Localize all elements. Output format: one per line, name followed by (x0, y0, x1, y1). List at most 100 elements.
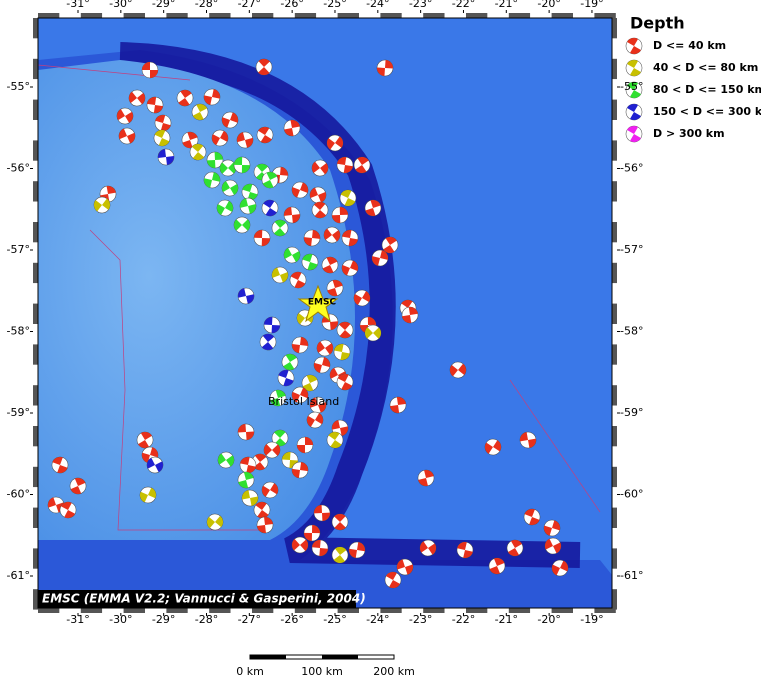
ball-q (304, 237, 312, 246)
border-seg (594, 608, 616, 613)
ball-q (340, 190, 352, 198)
lon-label: -25° (323, 613, 346, 626)
ball-q (340, 352, 350, 360)
beachball (364, 199, 382, 217)
ball-q (630, 46, 641, 54)
ball-q (493, 440, 501, 452)
ball-q (147, 457, 155, 469)
border-seg (33, 38, 38, 59)
border-seg (294, 608, 317, 613)
beachball (253, 501, 271, 519)
ball-q (64, 510, 76, 518)
ball-q (365, 208, 376, 216)
ball-q (272, 267, 280, 278)
beachball (261, 481, 279, 499)
boundary (37, 64, 601, 531)
beachball (221, 179, 239, 197)
lon-label: -22° (452, 0, 475, 10)
border-seg (33, 99, 38, 120)
lat-label: -61° (620, 569, 643, 582)
ball-q (234, 157, 243, 165)
border-seg (33, 487, 38, 508)
beachball (543, 519, 561, 537)
border-seg (187, 13, 210, 18)
ball-q (292, 539, 300, 551)
ball-q (313, 202, 326, 210)
ball-q (187, 132, 198, 140)
ball-q (300, 182, 308, 193)
ball-q (367, 317, 376, 325)
ball-q (264, 317, 273, 325)
ball-q (508, 548, 519, 556)
ball-q (317, 341, 325, 353)
beachball (341, 229, 359, 247)
ball-q (383, 245, 395, 253)
ball-q (312, 161, 320, 173)
ball-q (207, 160, 216, 168)
beachball (296, 436, 314, 454)
border-seg (123, 608, 145, 613)
border-seg (33, 364, 38, 386)
ball-q (270, 483, 278, 495)
border-seg (487, 13, 509, 18)
ball-q (265, 208, 277, 216)
beachball (259, 333, 277, 351)
beachball (211, 129, 229, 147)
border-seg (209, 608, 231, 613)
ball-q (314, 505, 322, 514)
beachball (128, 89, 146, 107)
ball-q (155, 461, 163, 473)
ball-q (630, 112, 641, 120)
ball-q (292, 187, 300, 198)
lat-label: -55° (7, 80, 30, 93)
ball-q (182, 140, 193, 148)
ball-q (217, 204, 225, 215)
border-seg (316, 608, 338, 613)
border-seg (612, 426, 617, 447)
lon-label: -27° (238, 613, 261, 626)
border-seg (59, 13, 81, 18)
lon-label: -20° (537, 613, 560, 626)
border-seg (33, 58, 38, 80)
scale-label: 0 km (236, 665, 264, 677)
ball-q (234, 219, 242, 231)
beachball (283, 246, 301, 264)
border-seg (33, 79, 38, 100)
ball-q (339, 330, 351, 338)
beachball (625, 103, 643, 121)
beachball (419, 539, 437, 557)
ball-q (248, 204, 256, 214)
lat-label: -55° (620, 80, 643, 93)
ball-q (246, 431, 254, 440)
border-seg (401, 13, 424, 18)
beachball (146, 456, 164, 474)
beachball (281, 353, 299, 371)
ball-q (485, 442, 493, 454)
border-seg (33, 201, 38, 222)
ball-q (250, 496, 258, 506)
border-seg (273, 13, 295, 18)
border-seg (612, 222, 617, 243)
ball-q (260, 135, 272, 143)
beachball (263, 441, 281, 459)
ball-q (494, 558, 505, 566)
beachball (456, 541, 474, 559)
beachball (263, 316, 281, 334)
border-seg (252, 608, 274, 613)
beachball (384, 571, 402, 589)
ball-q (129, 91, 137, 104)
legend-label: D > 300 km (653, 127, 725, 140)
beachball (303, 229, 321, 247)
beachball (236, 131, 254, 149)
ball-q (253, 462, 266, 470)
ball-q (327, 288, 338, 296)
border-seg (573, 608, 595, 613)
ball-q (258, 67, 270, 75)
ball-q (627, 38, 638, 46)
ball-q (238, 424, 246, 433)
ball-q (386, 572, 397, 580)
ball-q (284, 248, 292, 259)
ball-q (304, 532, 312, 541)
border-seg (612, 528, 617, 549)
border-seg (33, 242, 38, 263)
